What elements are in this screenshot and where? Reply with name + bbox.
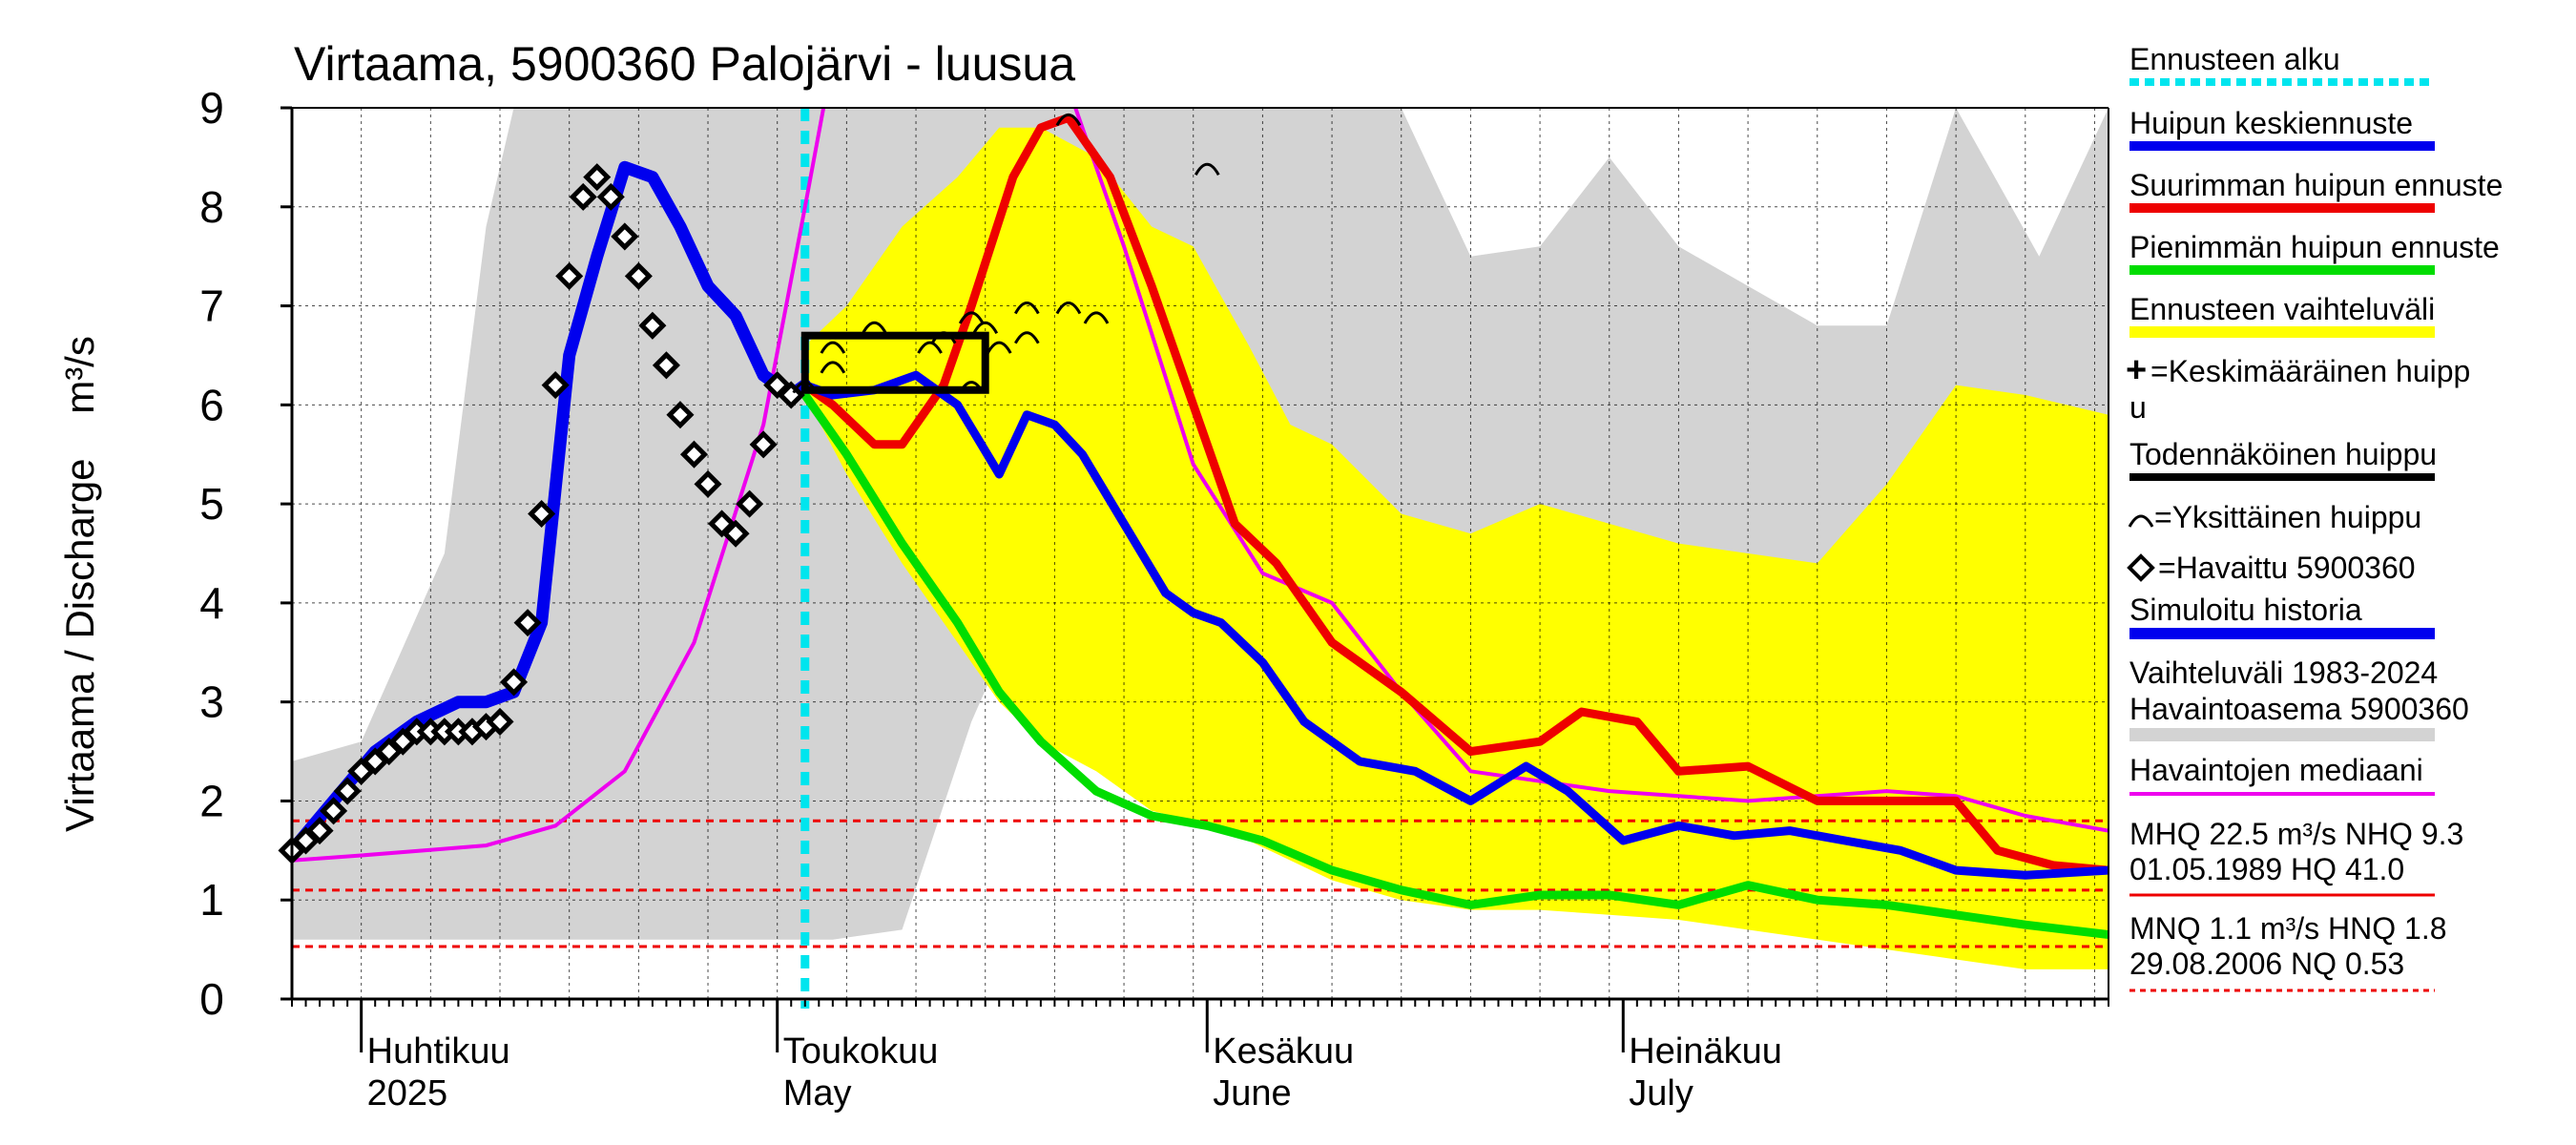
observed-marker	[333, 777, 362, 805]
observed-marker	[666, 401, 695, 429]
month-label-en: June	[1213, 1073, 1291, 1114]
median-line	[292, 108, 2109, 863]
forecast-range-band	[804, 127, 2109, 969]
y-tick-label: 0	[199, 974, 224, 1024]
y-tick-label: 5	[199, 479, 224, 529]
legend-probable-peak-label: Todennäköinen huippu	[2129, 437, 2437, 471]
observed-marker	[528, 499, 556, 529]
observed-marker	[638, 311, 667, 340]
single-peak-marker	[792, 381, 819, 394]
grid	[292, 108, 2109, 1009]
observed-marker	[583, 163, 612, 192]
single-peak-marker	[1083, 311, 1110, 324]
legend-forecast-start-label: Ennusteen alku	[2129, 42, 2340, 76]
single-peak-marker	[1014, 302, 1040, 315]
single-peak-marker	[1194, 162, 1220, 177]
legend-median-label: Havaintojen mediaani	[2129, 753, 2423, 787]
month-label-fi: Heinäkuu	[1629, 1031, 1782, 1072]
observed-marker	[555, 261, 584, 290]
y-tick-label: 3	[199, 677, 224, 727]
observed-marker	[652, 351, 680, 380]
peak-markers	[278, 113, 1220, 864]
observed-marker	[513, 609, 542, 637]
observed-marker	[736, 489, 764, 518]
month-label-fi: Kesäkuu	[1213, 1031, 1354, 1072]
single-peak-marker	[917, 341, 943, 354]
single-peak-marker	[1055, 302, 1082, 315]
legend-mnq-label-1: MNQ 1.1 m³/s HNQ 1.8	[2129, 911, 2447, 946]
y-axis-label: Virtaama / Discharge m³/s	[57, 336, 102, 832]
legend-mhq-label-1: MHQ 22.5 m³/s NHQ 9.3	[2129, 817, 2463, 851]
single-peak-marker	[820, 341, 846, 354]
legend-max-forecast-label: Suurimman huipun ennuste	[2129, 168, 2503, 202]
observed-marker	[624, 261, 653, 290]
single-peak-marker	[972, 321, 999, 335]
legend-observed-icon	[2127, 553, 2155, 582]
legend-single-peak-icon	[2128, 514, 2154, 528]
month-label-fi: Toukokuu	[783, 1031, 939, 1072]
bands	[292, 108, 2109, 969]
observed-marker	[694, 469, 722, 498]
observed-marker	[569, 182, 597, 211]
y-tick-label: 6	[199, 380, 224, 429]
y-tick-label: 4	[199, 578, 224, 628]
observed-marker	[611, 222, 639, 251]
single-peak-marker	[930, 331, 957, 344]
observed-marker	[679, 440, 709, 468]
legend-mnq-label-2: 29.08.2006 NQ 0.53	[2129, 947, 2404, 981]
chart-title: Virtaama, 5900360 Palojärvi - luusua	[294, 37, 1075, 91]
observed-marker	[708, 510, 737, 538]
legend-mean-peak-label-2: u	[2129, 390, 2147, 425]
legend-min-forecast-label: Pienimmän huipun ennuste	[2129, 230, 2500, 264]
legend-simulated-label: Simuloitu historia	[2129, 593, 2362, 627]
observed-marker	[749, 430, 778, 459]
legend-hist-range-label-1: Vaihteluväli 1983-2024	[2129, 656, 2438, 690]
observed-marker	[721, 519, 750, 548]
single-peak-marker	[958, 311, 985, 324]
month-label-en: May	[783, 1073, 852, 1114]
single-peak-marker	[1014, 331, 1040, 344]
single-peak-marker	[986, 341, 1012, 354]
y-tick-label: 2	[199, 776, 224, 825]
min-peak-forecast-line	[800, 390, 2109, 939]
single-peak-marker	[958, 381, 985, 394]
mean-peak-forecast-line	[800, 370, 2109, 880]
observed-marker	[541, 371, 570, 400]
legend-mhq-label-2: 01.05.1989 HQ 41.0	[2129, 852, 2404, 886]
y-tick-label: 9	[199, 83, 224, 133]
observed-marker	[500, 668, 529, 697]
probable-peak-box	[800, 331, 989, 394]
legend-observed-label: =Havaittu 5900360	[2158, 551, 2416, 585]
month-label-en: 2025	[367, 1073, 448, 1114]
observed-marker	[596, 182, 625, 211]
legend-mean-forecast-label: Huipun keskiennuste	[2129, 106, 2413, 140]
month-label-fi: Huhtikuu	[367, 1031, 510, 1072]
legend: Ennusteen alku Huipun keskiennuste Suurimm…	[2126, 42, 2503, 992]
legend-single-peak-label: =Yksittäinen huippu	[2154, 500, 2421, 534]
legend-plus-icon: +	[2126, 350, 2147, 390]
legend-mean-peak-label-1: =Keskimääräinen huipp	[2150, 354, 2470, 388]
single-peak-marker	[820, 361, 846, 374]
month-label-en: July	[1629, 1073, 1693, 1114]
observed-marker	[305, 817, 334, 845]
observed-marker	[486, 707, 514, 736]
y-tick-label: 7	[199, 281, 224, 331]
single-peak-marker	[1055, 113, 1082, 127]
y-tick-label: 1	[199, 875, 224, 925]
max-peak-forecast-line	[800, 113, 2109, 875]
single-peak-marker	[862, 321, 887, 335]
legend-hist-range-label-2: Havaintoasema 5900360	[2129, 692, 2469, 726]
observed-marker	[320, 797, 348, 825]
legend-forecast-range-label: Ennusteen vaihteluväli	[2129, 292, 2435, 326]
y-tick-label: 8	[199, 182, 224, 232]
